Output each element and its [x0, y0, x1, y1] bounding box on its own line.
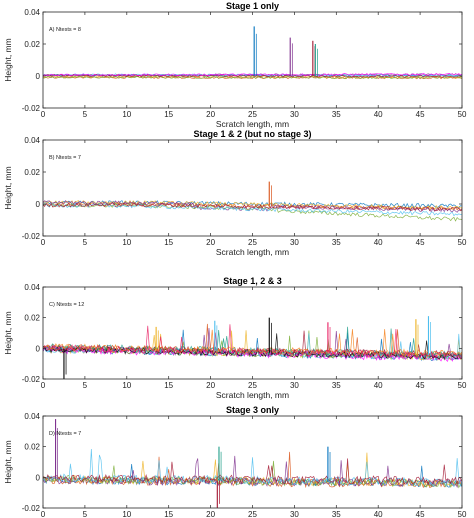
x-tick-label: 0	[41, 381, 46, 390]
y-tick-label: 0.02	[24, 314, 40, 323]
y-tick-label: -0.02	[22, 104, 41, 113]
x-axis-label: Scratch length, mm	[216, 247, 289, 257]
panel-3: Stage 1, 2 & 30 5 10 15 20 25 30 35 40 45 50-0.020…	[3, 276, 467, 400]
x-tick-label: 20	[206, 238, 215, 247]
x-tick-label: 30	[290, 110, 299, 119]
x-tick-label: 45	[416, 110, 425, 119]
series-line-2	[43, 76, 462, 80]
panel-2: Stage 1 & 2 (but no stage 3) 0 5 10 15 20 25 30…	[3, 129, 467, 257]
ntests-annotation: B) Ntests = 7	[49, 155, 81, 161]
panel-title: Stage 1 & 2 (but no stage 3)	[193, 129, 311, 139]
y-axis-label: Height, mm	[3, 38, 13, 81]
x-tick-label: 10	[122, 110, 131, 119]
y-tick-label: 0	[36, 72, 41, 81]
y-tick-label: -0.02	[22, 504, 41, 513]
panel-title: Stage 3 only	[226, 405, 279, 415]
x-tick-label: 10	[122, 238, 131, 247]
y-tick-label: -0.02	[22, 375, 41, 384]
x-tick-label: 15	[164, 381, 173, 390]
y-tick-label: 0.02	[24, 40, 40, 49]
x-tick-label: 20	[206, 110, 215, 119]
x-tick-label: 0	[41, 238, 46, 247]
y-tick-label: 0	[36, 200, 41, 209]
x-tick-label: 50	[458, 110, 467, 119]
panel-title: Stage 1, 2 & 3	[223, 276, 282, 286]
axes-box	[42, 139, 463, 237]
x-tick-label: 15	[164, 238, 173, 247]
x-tick-label: 25	[248, 110, 257, 119]
y-axis-label: Height, mm	[3, 440, 13, 483]
x-tick-label: 45	[416, 238, 425, 247]
series-line-7	[43, 74, 462, 78]
x-tick-label: 5	[83, 381, 88, 390]
x-tick-label: 50	[458, 238, 467, 247]
x-tick-label: 35	[332, 510, 341, 518]
x-tick-label: 10	[122, 381, 131, 390]
plot-area	[43, 419, 462, 508]
x-tick-label: 45	[416, 510, 425, 518]
y-tick-label: -0.02	[22, 232, 41, 241]
plot-area	[43, 26, 462, 80]
x-tick-label: 0	[41, 510, 46, 518]
ntests-annotation: A) Ntests = 8	[49, 27, 81, 33]
plot-area	[43, 181, 462, 222]
x-tick-label: 40	[374, 510, 383, 518]
y-tick-label: 0	[36, 473, 41, 482]
x-axis-label: Scratch length, mm	[216, 390, 289, 400]
series-line-7	[43, 458, 462, 485]
x-tick-label: 40	[374, 381, 383, 390]
x-tick-label: 25	[248, 510, 257, 518]
ntests-annotation: C) Ntests = 12	[49, 302, 84, 308]
x-tick-label: 25	[248, 381, 257, 390]
x-tick-label: 35	[332, 110, 341, 119]
x-tick-label: 5	[83, 110, 88, 119]
x-tick-label: 50	[458, 510, 467, 518]
x-axis-label: Scratch length, mm	[216, 119, 289, 129]
series-line-6	[43, 203, 462, 217]
x-tick-label: 5	[83, 510, 88, 518]
y-tick-label: 0.04	[24, 412, 40, 421]
series-line-2	[43, 202, 462, 212]
x-tick-label: 0	[41, 110, 46, 119]
series-line-5	[43, 460, 462, 489]
series-line-12	[43, 324, 462, 360]
x-tick-label: 40	[374, 110, 383, 119]
x-tick-label: 20	[206, 381, 215, 390]
y-tick-label: 0.02	[24, 168, 40, 177]
x-tick-label: 30	[290, 381, 299, 390]
ntests-annotation: D) Ntests = 7	[49, 431, 81, 437]
x-tick-label: 35	[332, 381, 341, 390]
y-axis-label: Height, mm	[3, 311, 13, 354]
x-tick-label: 40	[374, 238, 383, 247]
axes-box	[42, 11, 463, 109]
series-line-5	[43, 76, 462, 79]
panel-title: Stage 1 only	[226, 1, 279, 11]
x-tick-label: 45	[416, 381, 425, 390]
x-tick-label: 15	[164, 510, 173, 518]
series-line-11	[43, 329, 462, 358]
x-tick-label: 20	[206, 510, 215, 518]
y-tick-label: 0.04	[24, 8, 40, 17]
x-tick-label: 25	[248, 238, 257, 247]
x-tick-label: 30	[290, 238, 299, 247]
plot-area	[43, 316, 462, 379]
series-line-7	[43, 202, 462, 212]
x-tick-label: 10	[122, 510, 131, 518]
x-tick-label: 35	[332, 238, 341, 247]
x-tick-label: 5	[83, 238, 88, 247]
axes-box	[42, 286, 463, 380]
y-tick-label: 0	[36, 344, 41, 353]
series-line-8	[43, 72, 462, 77]
y-tick-label: 0.04	[24, 136, 40, 145]
y-tick-label: 0.04	[24, 283, 40, 292]
x-tick-label: 30	[290, 510, 299, 518]
y-tick-label: 0.02	[24, 443, 40, 452]
x-tick-label: 15	[164, 110, 173, 119]
x-tick-label: 50	[458, 381, 467, 390]
y-axis-label: Height, mm	[3, 166, 13, 209]
series-line-5	[43, 202, 462, 222]
